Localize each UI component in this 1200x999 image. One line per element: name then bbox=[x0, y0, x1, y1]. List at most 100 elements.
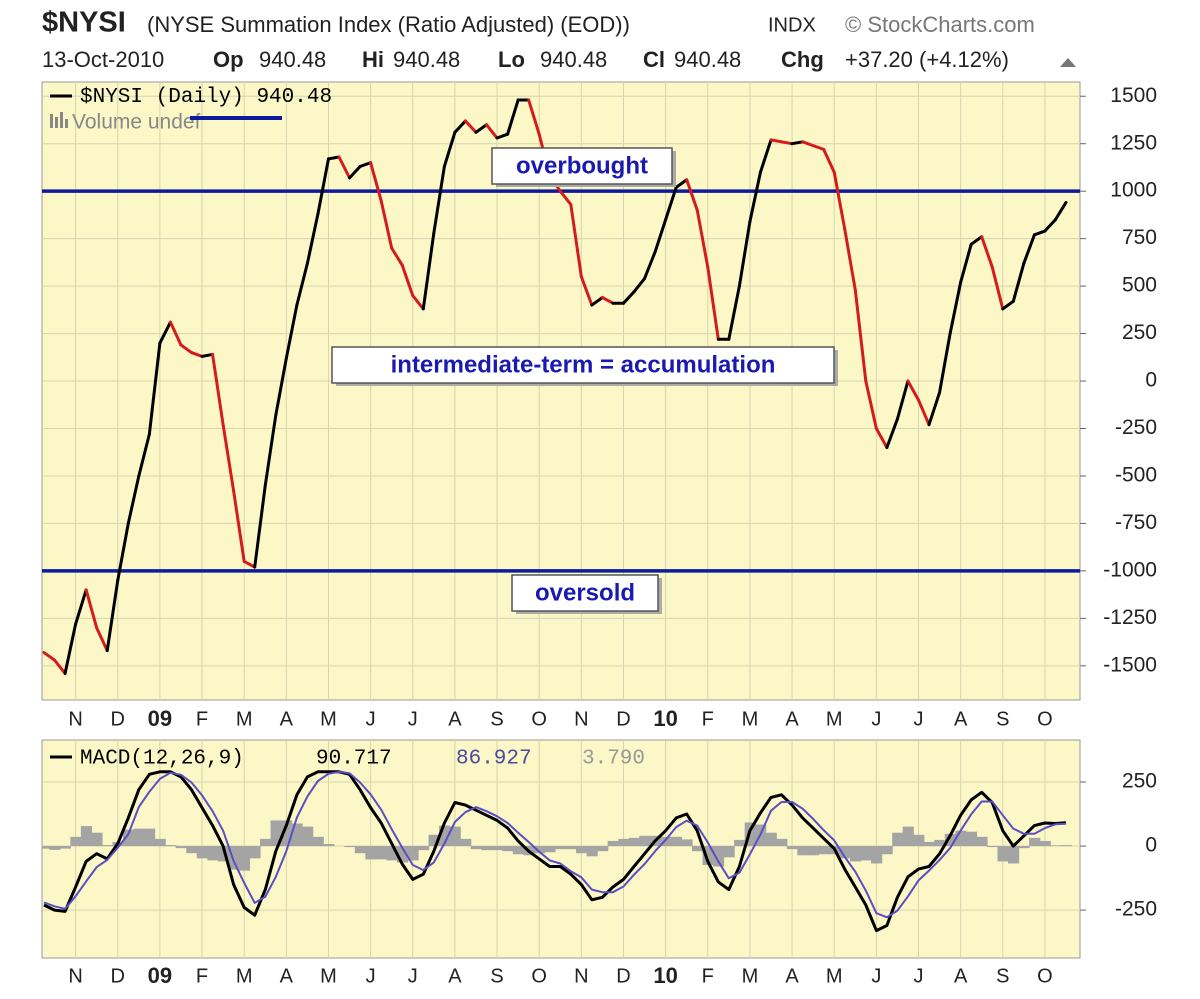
y-tick-label: 250 bbox=[1122, 321, 1157, 344]
histogram-bar bbox=[976, 836, 988, 847]
price-segment bbox=[811, 144, 826, 151]
price-segment bbox=[137, 432, 151, 478]
price-segment bbox=[168, 320, 183, 347]
x-tick-label: M bbox=[236, 708, 253, 730]
plot-content bbox=[42, 98, 1080, 675]
x-tick-label: J bbox=[366, 708, 376, 730]
price-segment bbox=[664, 185, 678, 222]
annotation-box bbox=[491, 147, 673, 185]
histogram-bar bbox=[249, 846, 261, 859]
x-tick-label: F bbox=[196, 965, 208, 987]
price-segment bbox=[147, 341, 162, 436]
x-tick-label: N bbox=[68, 965, 82, 987]
quote-value: +37.20 (+4.12%) bbox=[845, 47, 1009, 72]
x-tick-label: N bbox=[574, 965, 588, 987]
x-tick-label: J bbox=[408, 708, 418, 730]
histogram-bar bbox=[344, 846, 356, 848]
price-segment bbox=[1001, 299, 1015, 311]
macd-panel: N D 09 F M A M J J A S O N D 10 F M A M J J A S O 250 0 -250 bbox=[41, 739, 1157, 988]
price-segment bbox=[506, 98, 520, 136]
histogram-bar bbox=[491, 846, 503, 851]
histogram-bar bbox=[986, 846, 999, 848]
x-tick-label: S bbox=[996, 708, 1009, 730]
histogram-bar bbox=[639, 835, 651, 847]
x-tick-label: O bbox=[1037, 708, 1053, 730]
price-segment bbox=[337, 155, 352, 180]
price-segment bbox=[853, 288, 868, 383]
histogram-bar bbox=[386, 846, 398, 861]
price-segment bbox=[948, 280, 963, 336]
price-segment bbox=[558, 189, 573, 206]
quote-value: 940.48 bbox=[259, 47, 326, 72]
histogram-bar bbox=[428, 834, 440, 847]
quote-label: Op bbox=[213, 47, 244, 72]
x-tick-label: N bbox=[574, 708, 588, 730]
histogram-bar bbox=[576, 846, 588, 854]
histogram-bar bbox=[934, 839, 946, 847]
price-segment bbox=[579, 275, 594, 307]
price-segment bbox=[906, 379, 920, 402]
price-segment bbox=[242, 559, 257, 569]
x-tick-label: D bbox=[616, 708, 630, 730]
x-tick-label: A bbox=[954, 965, 968, 987]
price-segment bbox=[643, 250, 657, 281]
x-tick-label: 09 bbox=[148, 706, 172, 731]
histogram-bar bbox=[281, 820, 293, 847]
histogram-bar bbox=[702, 846, 714, 866]
price-segment bbox=[42, 651, 57, 662]
histogram-bar bbox=[407, 846, 419, 861]
x-tick-label: M bbox=[320, 708, 337, 730]
plot-content bbox=[42, 770, 1072, 933]
x-tick-label: D bbox=[616, 965, 630, 987]
histogram-bar bbox=[91, 832, 103, 847]
volume-icon bbox=[65, 119, 68, 128]
x-tick-label: M bbox=[236, 965, 253, 987]
price-segment bbox=[84, 588, 99, 630]
histogram-bar bbox=[1018, 846, 1030, 849]
price-segment bbox=[959, 242, 973, 284]
histogram-bar bbox=[944, 833, 956, 847]
legend: $NYSI (Daily) 940.48 bbox=[80, 86, 332, 109]
price-segment bbox=[843, 227, 857, 292]
price-segment bbox=[801, 140, 815, 148]
histogram-legend-value: 3.790 bbox=[582, 748, 645, 771]
title: $NYSI bbox=[42, 7, 126, 39]
y-tick-label: 1000 bbox=[1110, 179, 1157, 202]
price-segment bbox=[864, 379, 878, 430]
price-segment bbox=[442, 130, 457, 168]
signal-legend-value: 86.927 bbox=[456, 748, 532, 771]
histogram-bar bbox=[80, 826, 93, 847]
legend-value: 940.48 bbox=[256, 86, 332, 109]
histogram-bar bbox=[691, 846, 704, 852]
histogram-bar bbox=[902, 826, 914, 847]
price-segment bbox=[674, 178, 689, 189]
x-tick-label: J bbox=[871, 708, 881, 730]
price-segment bbox=[1022, 233, 1036, 265]
histogram-bar bbox=[807, 846, 820, 856]
histogram-bar bbox=[723, 846, 735, 858]
histogram-bar bbox=[850, 846, 862, 862]
price-segment bbox=[253, 483, 267, 569]
price-segment bbox=[874, 426, 889, 449]
price-segment bbox=[284, 303, 299, 360]
quote-label: Chg bbox=[781, 47, 824, 72]
histogram-bar bbox=[786, 846, 798, 850]
x-tick-label: F bbox=[702, 708, 714, 730]
price-segment bbox=[232, 489, 246, 563]
price-segment bbox=[274, 356, 288, 417]
price-segment bbox=[621, 290, 636, 305]
histogram-bar bbox=[144, 828, 156, 847]
price-segment bbox=[495, 132, 510, 140]
x-tick-label: J bbox=[913, 708, 923, 730]
quote-value: 940.48 bbox=[540, 47, 607, 72]
x-tick-label: A bbox=[448, 965, 462, 987]
price-segment bbox=[126, 474, 141, 525]
price-segment bbox=[179, 343, 194, 355]
histogram-bar bbox=[913, 834, 925, 847]
histogram-bar bbox=[660, 836, 672, 847]
x-tick-label: F bbox=[702, 965, 714, 987]
price-segment bbox=[95, 626, 109, 653]
x-tick-label: M bbox=[742, 965, 759, 987]
histogram-bar bbox=[628, 837, 640, 847]
